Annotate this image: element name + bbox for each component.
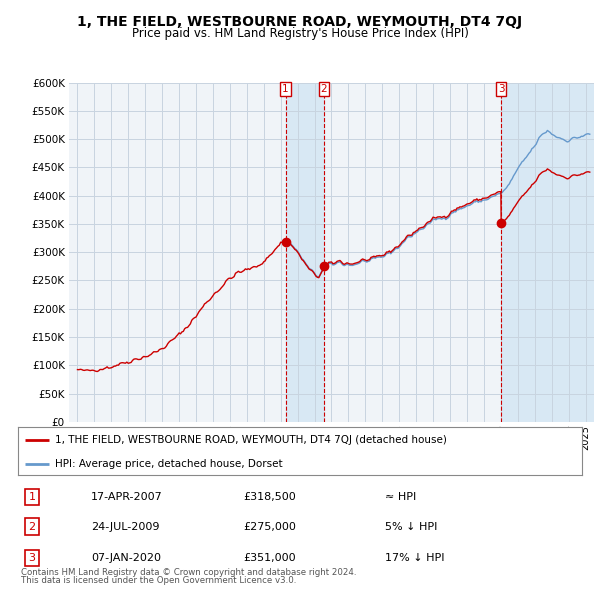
Text: 24-JUL-2009: 24-JUL-2009: [91, 522, 160, 532]
Text: 17-APR-2007: 17-APR-2007: [91, 493, 163, 502]
Text: £275,000: £275,000: [244, 522, 296, 532]
Text: 1: 1: [29, 493, 35, 502]
Text: 2: 2: [321, 84, 328, 94]
Text: Contains HM Land Registry data © Crown copyright and database right 2024.: Contains HM Land Registry data © Crown c…: [21, 568, 356, 577]
Text: 2: 2: [29, 522, 35, 532]
Text: £318,500: £318,500: [244, 493, 296, 502]
Text: This data is licensed under the Open Government Licence v3.0.: This data is licensed under the Open Gov…: [21, 576, 296, 585]
Bar: [501, 83, 594, 422]
Text: 17% ↓ HPI: 17% ↓ HPI: [385, 553, 444, 563]
Text: 1, THE FIELD, WESTBOURNE ROAD, WEYMOUTH, DT4 7QJ: 1, THE FIELD, WESTBOURNE ROAD, WEYMOUTH,…: [77, 15, 523, 29]
Text: 5% ↓ HPI: 5% ↓ HPI: [385, 522, 437, 532]
Text: 3: 3: [498, 84, 505, 94]
Text: Price paid vs. HM Land Registry's House Price Index (HPI): Price paid vs. HM Land Registry's House …: [131, 27, 469, 40]
Text: HPI: Average price, detached house, Dorset: HPI: Average price, detached house, Dors…: [55, 459, 282, 469]
Text: ≈ HPI: ≈ HPI: [385, 493, 416, 502]
Text: 1, THE FIELD, WESTBOURNE ROAD, WEYMOUTH, DT4 7QJ (detached house): 1, THE FIELD, WESTBOURNE ROAD, WEYMOUTH,…: [55, 435, 446, 445]
Text: 07-JAN-2020: 07-JAN-2020: [91, 553, 161, 563]
Text: 1: 1: [282, 84, 289, 94]
Bar: [286, 83, 324, 422]
Text: £351,000: £351,000: [244, 553, 296, 563]
Text: 3: 3: [29, 553, 35, 563]
